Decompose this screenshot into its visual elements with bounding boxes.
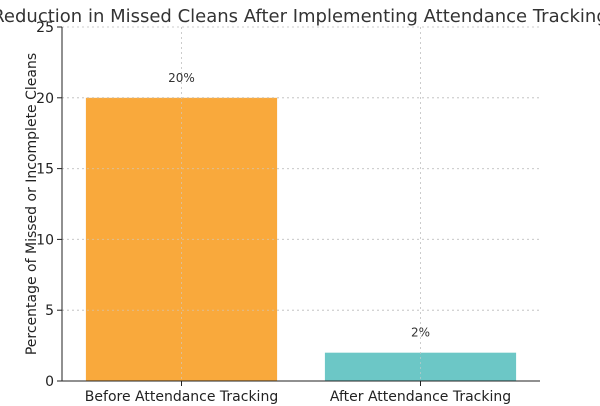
y-tick-label: 5 [45,303,54,319]
y-axis-label: Percentage of Missed or Incomplete Clean… [24,53,40,355]
axes [57,26,540,386]
tick-labels: 0 5 10 15 20 25 Before Attendance Tracking Afte… [36,20,511,405]
y-tick-label: 10 [36,232,54,248]
x-tick-label: Before Attendance Tracking [85,389,278,405]
y-tick-label: 15 [36,162,54,178]
data-label: 20% [168,71,195,85]
data-label: 2% [411,326,430,340]
y-tick-label: 25 [36,20,54,36]
data-labels: 20% 2% [62,26,540,381]
y-tick-label: 0 [45,374,54,390]
chart-title: Reduction in Missed Cleans After Impleme… [0,6,600,27]
y-tick-label: 20 [36,91,54,107]
bar [324,352,517,381]
bars [85,97,517,382]
x-tick-label: After Attendance Tracking [330,389,511,405]
